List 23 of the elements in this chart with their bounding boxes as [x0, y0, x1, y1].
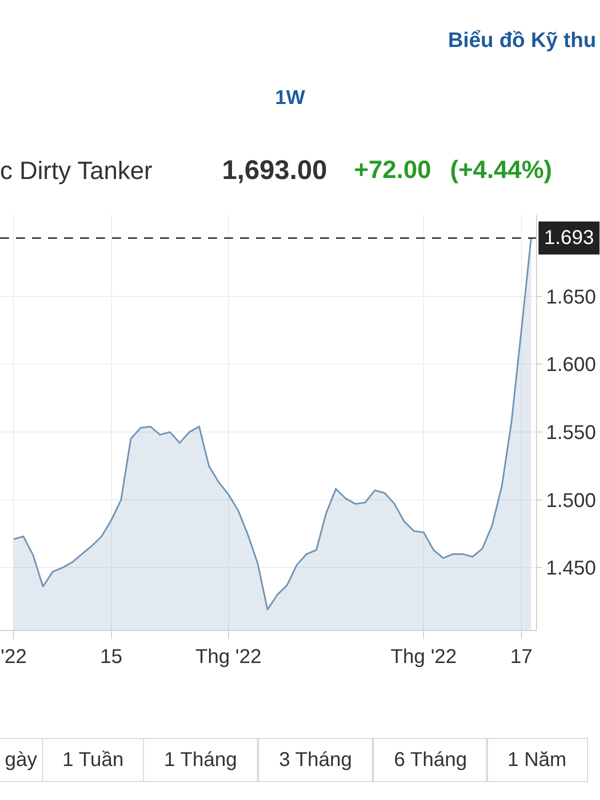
text: 1,693.00 [222, 155, 328, 185]
y-tick-label: 1.450 [546, 558, 596, 580]
y-tick-label: 1.600 [546, 354, 596, 376]
text: 1 Tháng [164, 749, 238, 771]
y-tick-label: 1.650 [546, 286, 596, 308]
text: 3 Tháng [278, 749, 352, 771]
x-tick-label: '22 [0, 646, 27, 668]
text: 1W [275, 87, 306, 109]
text: Biểu đồ Kỹ thu [448, 29, 596, 52]
x-tick-label: 15 [100, 646, 122, 668]
text: 1 Năm [508, 749, 566, 771]
text: +72.00 [354, 156, 432, 184]
chart-title: c Dirty Tanker [0, 156, 152, 185]
x-tick-label: 17 [510, 646, 532, 668]
text: (+4.44%) [450, 156, 552, 184]
x-tick-label: Thg '22 [390, 646, 457, 668]
text: 6 Tháng [394, 749, 468, 771]
y-tick-label: 1.500 [546, 490, 596, 512]
y-tick-label: 1.550 [546, 422, 596, 444]
ref-line-label: 1.693 [544, 227, 594, 249]
text: 1 Tuần [62, 749, 124, 771]
x-tick-label: Thg '22 [195, 646, 262, 668]
text: gày [4, 749, 38, 771]
